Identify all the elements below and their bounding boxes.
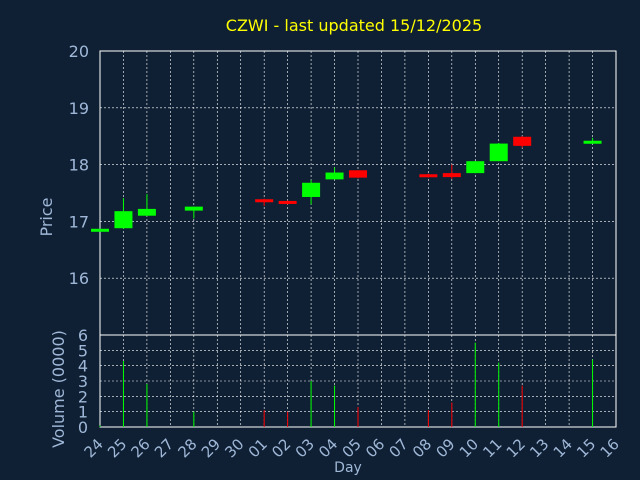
price-tick-label: 17 [69, 212, 89, 231]
day-tick-label: 05 [339, 435, 365, 461]
price-tick-label: 18 [69, 156, 89, 175]
day-tick-label: 13 [526, 435, 552, 461]
candle-body [278, 200, 297, 204]
candle-body [513, 136, 532, 146]
candle-body [137, 208, 156, 216]
day-tick-label: 25 [104, 435, 130, 461]
day-tick-label: 26 [128, 435, 154, 461]
price-axis-label: Price [37, 197, 56, 236]
candle-body [583, 140, 602, 144]
day-tick-label: 15 [573, 435, 599, 461]
price-tick-label: 19 [69, 99, 89, 118]
day-tick-label: 03 [292, 435, 318, 461]
volume-tick-label: 0 [78, 418, 88, 437]
volume-tick-label: 2 [78, 387, 88, 406]
price-panel: 16 17 18 19 20 [69, 42, 617, 336]
day-tick-label: 02 [268, 435, 294, 461]
day-tick-label: 14 [550, 435, 576, 461]
candle-body [419, 174, 438, 178]
volume-axis-label: Volume (0000) [49, 330, 68, 448]
day-tick-label: 04 [315, 435, 341, 461]
volume-tick-label: 5 [78, 341, 88, 360]
candle-body [466, 161, 485, 174]
candle-body [302, 182, 321, 197]
candle-body [91, 228, 109, 232]
day-tick-label: 29 [198, 435, 224, 461]
candle-body [255, 199, 274, 203]
price-tick-label: 16 [69, 269, 89, 288]
day-tick-label: 27 [151, 435, 177, 461]
day-tick-label: 30 [221, 435, 247, 461]
candle-body [489, 143, 508, 162]
day-tick-label: 11 [479, 435, 505, 461]
volume-tick-label: 6 [78, 326, 88, 345]
volume-tick-label: 1 [78, 403, 88, 422]
candle-body [325, 172, 344, 180]
volume-tick-label: 3 [78, 372, 88, 391]
candle-body [442, 173, 461, 178]
candle-body [114, 211, 133, 229]
day-tick-label: 12 [503, 435, 529, 461]
volume-tick-label: 4 [78, 357, 88, 376]
day-axis: 2425262728293001020304050607080910111213… [81, 435, 623, 461]
day-tick-label: 16 [597, 435, 623, 461]
day-tick-label: 28 [174, 435, 200, 461]
day-tick-label: 06 [362, 435, 388, 461]
day-tick-label: 24 [81, 435, 107, 461]
candle-body [184, 206, 203, 211]
day-tick-label: 07 [386, 435, 412, 461]
day-tick-label: 08 [409, 435, 435, 461]
day-tick-label: 01 [245, 435, 271, 461]
price-tick-label: 20 [69, 42, 89, 61]
day-axis-label: Day [334, 460, 362, 476]
chart-title: CZWI - last updated 15/12/2025 [226, 16, 482, 35]
candle-body [349, 170, 367, 178]
day-tick-label: 09 [432, 435, 458, 461]
day-tick-label: 10 [456, 435, 482, 461]
